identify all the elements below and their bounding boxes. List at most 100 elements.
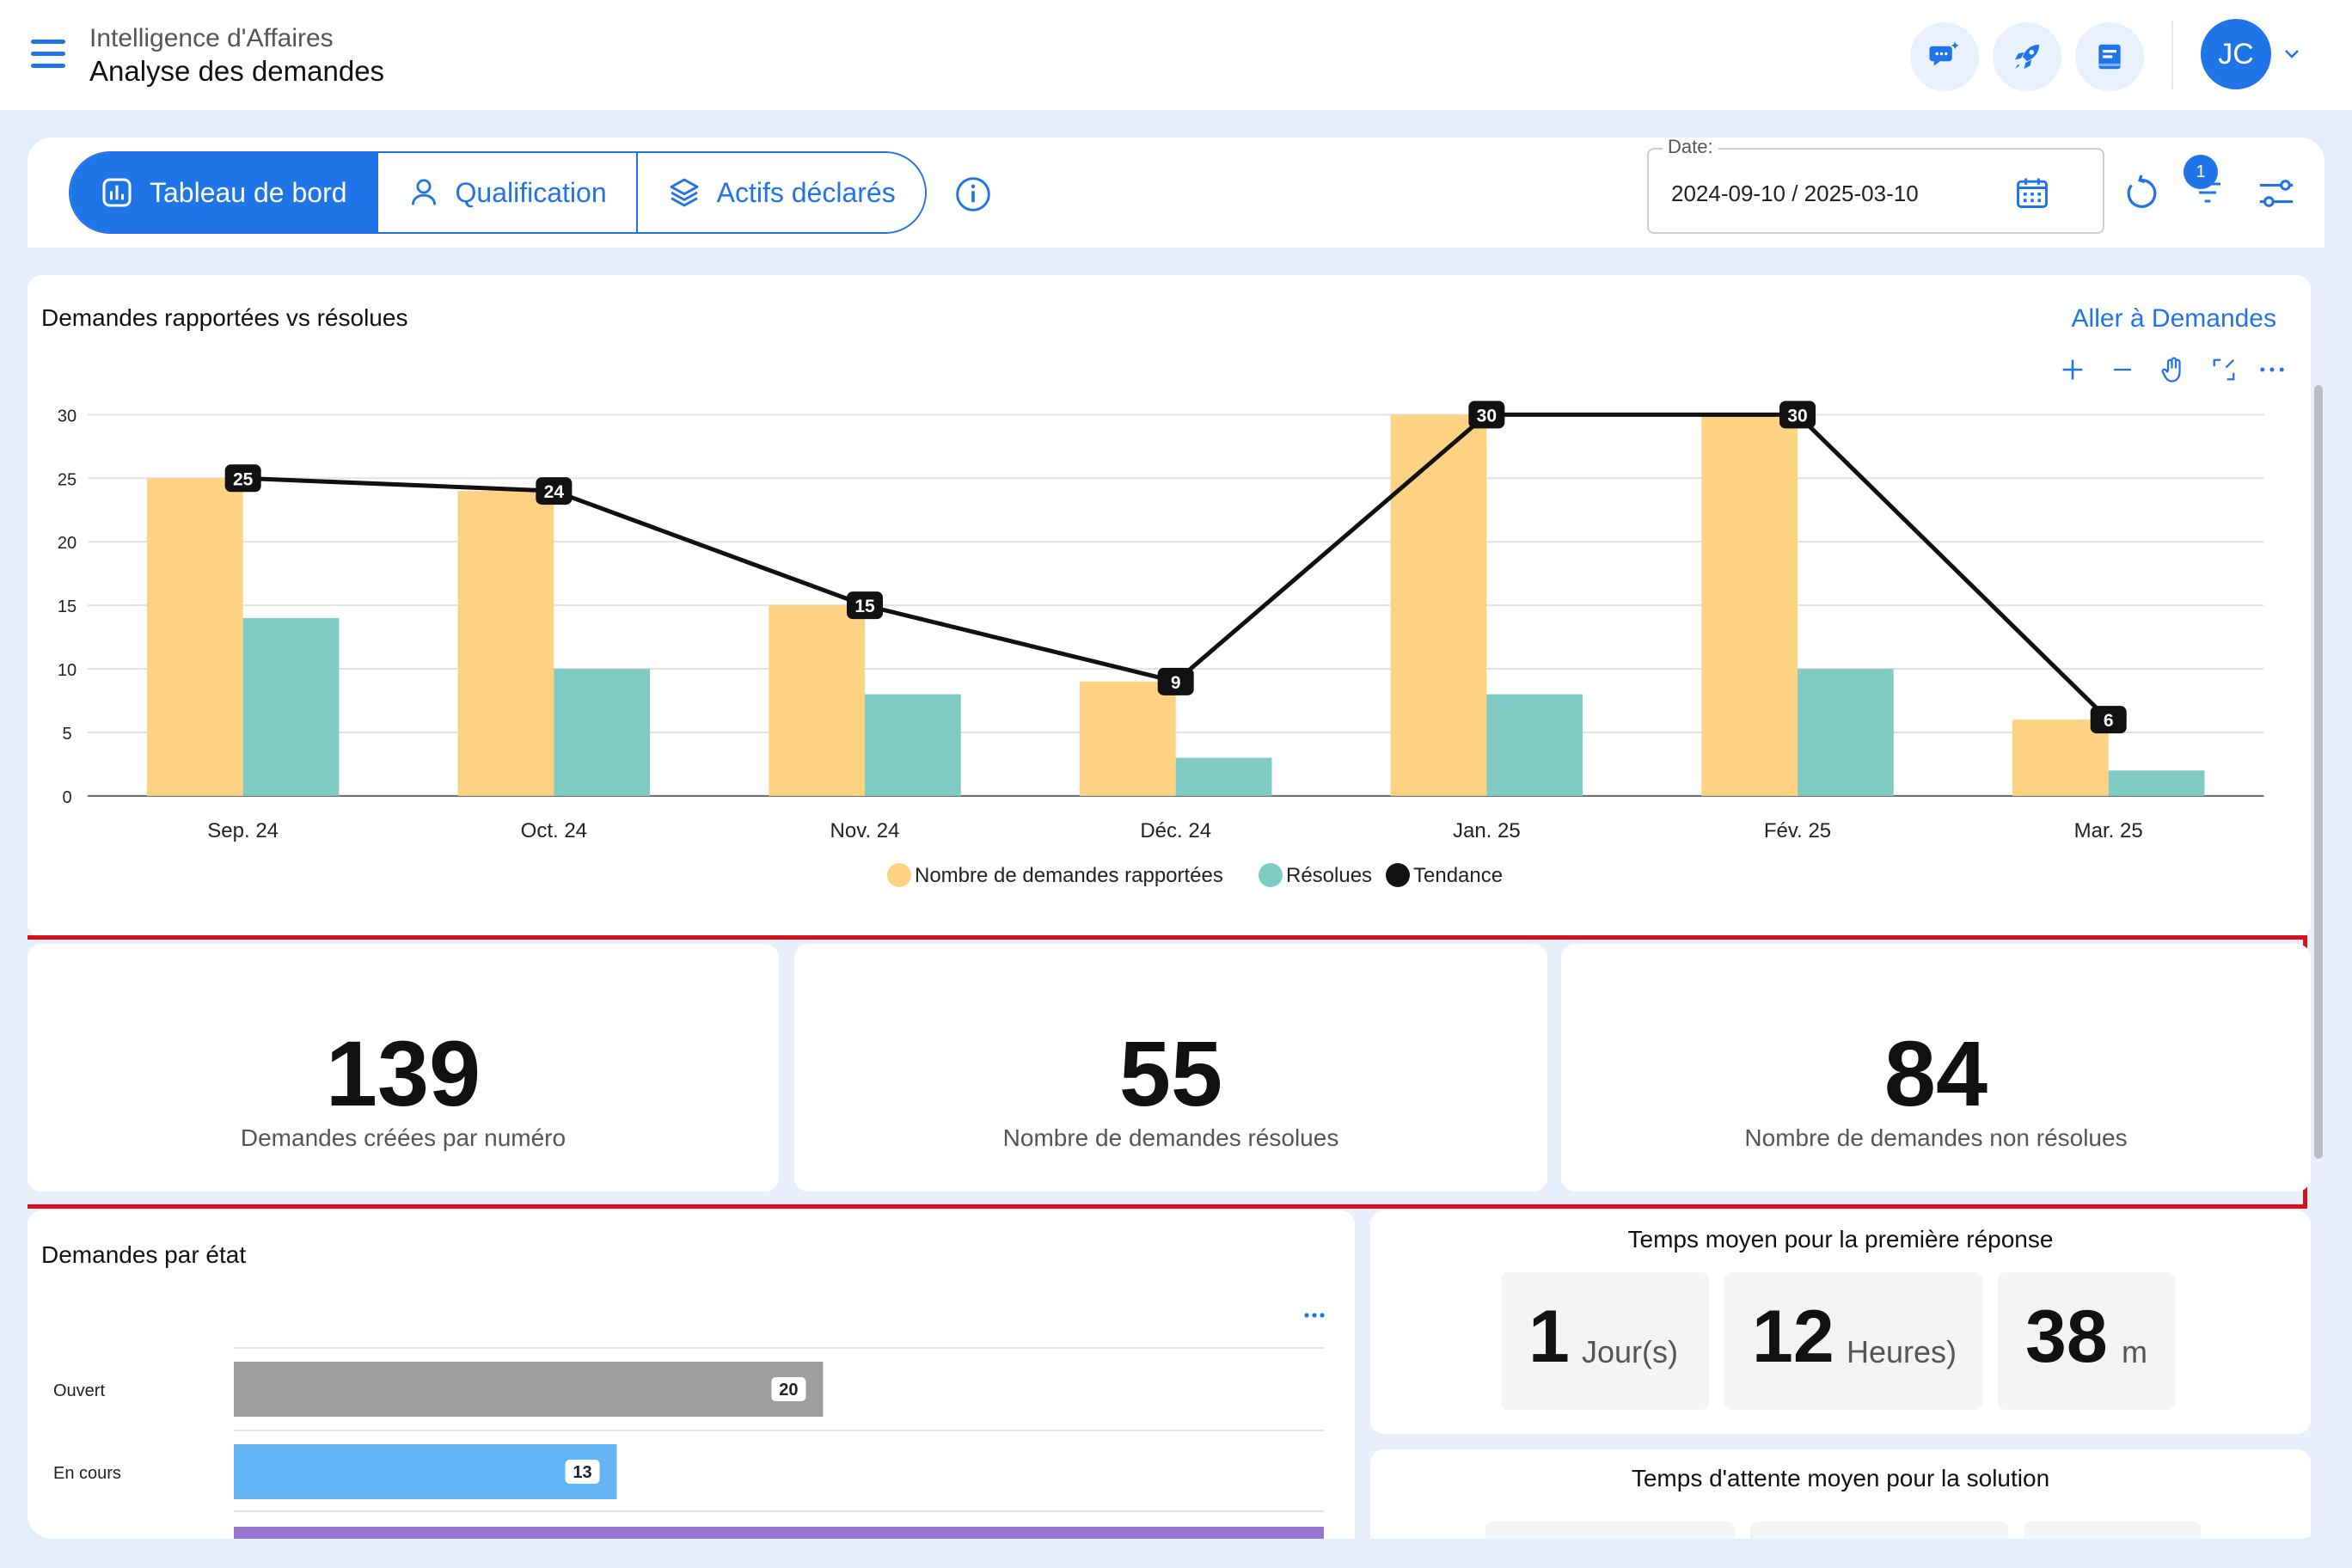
y-tick-label: 20 bbox=[58, 534, 77, 553]
x-tick-label: Sep. 24 bbox=[207, 819, 279, 842]
tab-declared-assets[interactable]: Actifs déclarés bbox=[637, 153, 925, 232]
x-tick-label: Oct. 24 bbox=[521, 819, 587, 842]
bar-reported bbox=[769, 605, 866, 796]
menu-icon[interactable] bbox=[31, 40, 65, 69]
solution-wait-title: Temps d'attente moyen pour la solution bbox=[1631, 1465, 2050, 1491]
state-bar bbox=[234, 1362, 824, 1417]
more-icon-dot bbox=[1312, 1313, 1317, 1318]
trend-point bbox=[224, 464, 261, 493]
breadcrumb-parent[interactable]: Intelligence d'Affaires bbox=[89, 24, 334, 52]
minutes-box: 38 m bbox=[1998, 1272, 2175, 1410]
x-tick-label: Mar. 25 bbox=[2074, 819, 2143, 842]
kpi-label: Demandes créées par numéro bbox=[240, 1124, 567, 1151]
avatar[interactable]: JC bbox=[2201, 19, 2271, 89]
data-label: 25 bbox=[233, 469, 254, 489]
y-tick-label: 10 bbox=[58, 661, 77, 680]
notebook-button[interactable] bbox=[2075, 22, 2144, 91]
data-label: 13 bbox=[573, 1463, 591, 1482]
chat-assistant-button[interactable] bbox=[1910, 22, 1979, 91]
scrollbar[interactable] bbox=[2311, 248, 2324, 1539]
book-icon bbox=[2098, 44, 2121, 70]
solution-wait-card: Temps d'attente moyen pour la solution bbox=[1370, 1449, 2311, 1539]
category-label: En cours bbox=[53, 1464, 121, 1483]
date-range-value[interactable]: 2024-09-10 / 2025-03-10 bbox=[1671, 181, 1919, 206]
x-tick-label: Jan. 25 bbox=[1453, 819, 1521, 842]
bar-resolved bbox=[2108, 770, 2205, 796]
bar-resolved bbox=[865, 694, 961, 796]
top-bar: Intelligence d'Affaires Analyse des dema… bbox=[0, 0, 2352, 110]
first-response-card: Temps moyen pour la première réponse 1 J… bbox=[1370, 1210, 2311, 1434]
minutes-unit: m bbox=[2122, 1334, 2147, 1369]
kpi-value: 55 bbox=[1118, 1021, 1223, 1125]
data-label: 9 bbox=[1171, 673, 1181, 693]
x-tick-label: Fév. 25 bbox=[1764, 819, 1831, 842]
tab-dashboard[interactable]: Tableau de bord bbox=[70, 153, 378, 232]
days-box: 1 Jour(s) bbox=[1501, 1272, 1709, 1410]
scroll-thumb[interactable] bbox=[2314, 385, 2323, 1159]
bar-resolved bbox=[1798, 669, 1894, 796]
data-label: 6 bbox=[2104, 711, 2114, 731]
data-label: 20 bbox=[779, 1381, 798, 1400]
data-label: 15 bbox=[854, 597, 875, 616]
first-response-title: Temps moyen pour la première réponse bbox=[1627, 1226, 2054, 1253]
bar-reported bbox=[1079, 681, 1176, 796]
y-tick-label: 25 bbox=[58, 470, 77, 489]
more-icon-dot bbox=[1320, 1313, 1325, 1318]
legend-entry: Nombre de demandes rapportées bbox=[915, 864, 1223, 887]
hand-icon[interactable] bbox=[2158, 354, 2189, 385]
hours-value: 12 bbox=[1752, 1295, 1834, 1378]
trend-point bbox=[847, 591, 884, 620]
info-icon[interactable] bbox=[954, 175, 992, 213]
chevron-down-icon[interactable] bbox=[2282, 43, 2302, 64]
bar-resolved bbox=[1175, 757, 1272, 796]
kpi-label: Nombre de demandes résolues bbox=[1002, 1124, 1339, 1151]
bar-reported bbox=[1701, 414, 1798, 796]
data-label: 30 bbox=[1477, 406, 1497, 426]
chat-sparkle-icon bbox=[1929, 41, 1959, 66]
sliders-icon[interactable] bbox=[2256, 174, 2297, 213]
page-title: Analyse des demandes bbox=[89, 55, 385, 87]
chart-title: Demandes rapportées vs résolues bbox=[41, 304, 408, 331]
trend-point bbox=[1468, 401, 1505, 429]
horizontal-bar-chart: Ouvert 20 En cours 13 bbox=[53, 1313, 1325, 1539]
kpi-created: 139 Demandes créées par numéro bbox=[28, 944, 779, 1191]
refresh-icon[interactable] bbox=[2122, 174, 2161, 213]
more-icon-dot bbox=[1304, 1313, 1309, 1318]
expand-icon[interactable] bbox=[2211, 357, 2237, 383]
user-icon bbox=[411, 179, 436, 205]
state-card-title: Demandes par état bbox=[41, 1241, 247, 1268]
x-tick-label: Nov. 24 bbox=[830, 819, 900, 842]
legend-swatch bbox=[1386, 863, 1410, 887]
date-field-label: Date: bbox=[1663, 138, 1718, 158]
legend-entry: Tendance bbox=[1413, 864, 1503, 887]
bar-resolved bbox=[1486, 694, 1583, 796]
date-range-field[interactable] bbox=[1647, 148, 2104, 234]
bar-reported bbox=[457, 491, 554, 796]
plus-icon[interactable] bbox=[2058, 355, 2087, 384]
state-bar bbox=[234, 1444, 617, 1499]
tab-label: Tableau de bord bbox=[150, 176, 347, 208]
layers-icon bbox=[670, 178, 699, 207]
minus-icon[interactable] bbox=[2110, 357, 2135, 383]
kpi-value: 84 bbox=[1883, 1021, 1988, 1125]
more-icon[interactable] bbox=[2259, 364, 2285, 375]
header-divider bbox=[2171, 21, 2173, 89]
bar-line-chart: 0 5 10 15 20 25 30 Sep. 24 Oct. 24 Nov. 24 Déc. 24… bbox=[58, 401, 2264, 887]
y-tick-label: 0 bbox=[62, 788, 71, 807]
legend-swatch bbox=[1259, 863, 1283, 887]
kpi-value: 139 bbox=[325, 1021, 481, 1125]
requests-by-state-card: Demandes par état Ouvert 20 En cours 13 bbox=[28, 1210, 1355, 1539]
legend-entry: Résolues bbox=[1286, 864, 1372, 887]
value-badge bbox=[565, 1460, 600, 1484]
bar-reported bbox=[2012, 720, 2109, 796]
tab-qualification[interactable]: Qualification bbox=[377, 153, 638, 232]
go-to-requests-link[interactable]: Aller à Demandes bbox=[2071, 304, 2276, 333]
hours-box: 12 Heures) bbox=[1724, 1272, 1982, 1410]
data-label: 24 bbox=[544, 482, 565, 502]
calendar-icon[interactable] bbox=[2013, 174, 2051, 211]
days-unit: Jour(s) bbox=[1582, 1334, 1679, 1369]
rocket-button[interactable] bbox=[1993, 22, 2061, 91]
legend-swatch bbox=[887, 863, 911, 887]
bar-reported bbox=[1390, 414, 1487, 796]
data-label: 30 bbox=[1787, 406, 1807, 426]
